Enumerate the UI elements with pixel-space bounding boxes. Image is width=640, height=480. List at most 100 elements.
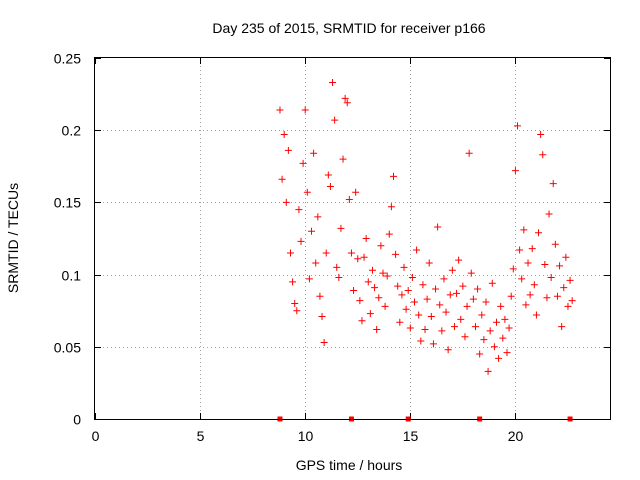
data-point [568, 297, 576, 305]
data-point [398, 291, 406, 299]
data-point [339, 155, 347, 163]
data-point [381, 302, 389, 310]
data-point [469, 295, 477, 303]
data-point [484, 367, 492, 375]
data-point [301, 106, 309, 114]
x-tick-label: 20 [508, 428, 524, 444]
data-point [385, 230, 393, 238]
data-point [423, 295, 431, 303]
data-point [532, 311, 540, 319]
data-point [429, 340, 437, 348]
data-point [486, 327, 494, 335]
y-tick-label: 0.25 [54, 51, 81, 67]
data-point [528, 245, 536, 253]
data-point [354, 255, 362, 263]
data-point [545, 210, 553, 218]
data-point [448, 266, 456, 274]
x-tick-label: 10 [298, 428, 314, 444]
data-point [518, 275, 526, 283]
data-point [467, 269, 475, 277]
y-axis-ticks: 0 0.05 0.1 0.15 0.2 0.25 [54, 51, 610, 428]
data-point [291, 299, 299, 307]
data-point [276, 106, 284, 114]
data-point [453, 289, 461, 297]
data-point [499, 334, 507, 342]
data-point [419, 281, 427, 289]
data-point [549, 180, 557, 188]
data-point [379, 269, 387, 277]
y-tick-label: 0.1 [62, 268, 82, 284]
data-point [318, 312, 326, 320]
data-point [511, 167, 519, 175]
data-point [495, 354, 503, 362]
x-tick-label: 0 [92, 428, 100, 444]
data-point [497, 302, 505, 310]
data-point [526, 291, 534, 299]
data-point [411, 298, 419, 306]
data-point [284, 146, 292, 154]
data-point [421, 325, 429, 333]
data-point [459, 282, 467, 290]
data-point [457, 315, 465, 323]
y-tick-label: 0 [73, 412, 81, 428]
data-point [553, 292, 561, 300]
data-point [541, 260, 549, 268]
data-point [305, 275, 313, 283]
data-point [358, 317, 366, 325]
x-tick-label: 5 [197, 428, 205, 444]
data-point [392, 250, 400, 258]
data-point [371, 284, 379, 292]
data-point [289, 278, 297, 286]
data-point [383, 272, 391, 280]
data-point [404, 286, 412, 294]
y-axis-label: SRMTID / TECUs [5, 183, 21, 293]
data-points [276, 79, 576, 375]
data-point [324, 171, 332, 179]
y-tick-label: 0.2 [62, 123, 82, 139]
data-point [295, 206, 303, 214]
data-point [297, 237, 305, 245]
data-point [537, 131, 545, 139]
data-point [364, 278, 372, 286]
data-point [335, 273, 343, 281]
data-point [444, 346, 452, 354]
data-point [415, 311, 423, 319]
data-point [322, 249, 330, 257]
data-point [282, 198, 290, 206]
data-point [471, 323, 479, 331]
x-axis-ticks: 0 5 10 15 20 [92, 58, 524, 444]
data-point [450, 323, 458, 331]
data-point [337, 224, 345, 232]
data-point [303, 188, 311, 196]
data-point [436, 301, 444, 309]
data-point [530, 281, 538, 289]
data-point [440, 275, 448, 283]
data-point [442, 308, 450, 316]
data-point [507, 292, 515, 300]
data-point [482, 298, 490, 306]
data-point [278, 175, 286, 183]
data-point [396, 318, 404, 326]
data-point [402, 305, 410, 313]
data-point [547, 273, 555, 281]
data-point [406, 324, 414, 332]
data-point [432, 285, 440, 293]
chart-title: Day 235 of 2015, SRMTID for receiver p16… [212, 20, 485, 36]
data-point [341, 94, 349, 102]
data-point [394, 282, 402, 290]
data-point [320, 338, 328, 346]
plot-frame [94, 57, 611, 420]
y-tick-label: 0.15 [54, 195, 81, 211]
data-point [408, 273, 416, 281]
data-point [514, 122, 522, 130]
data-point [562, 253, 570, 261]
data-point [560, 284, 568, 292]
data-point [503, 349, 511, 357]
data-point [478, 311, 486, 319]
data-point [417, 337, 425, 345]
data-point [299, 159, 307, 167]
data-point [524, 259, 532, 267]
data-point [333, 263, 341, 271]
data-point [543, 294, 551, 302]
